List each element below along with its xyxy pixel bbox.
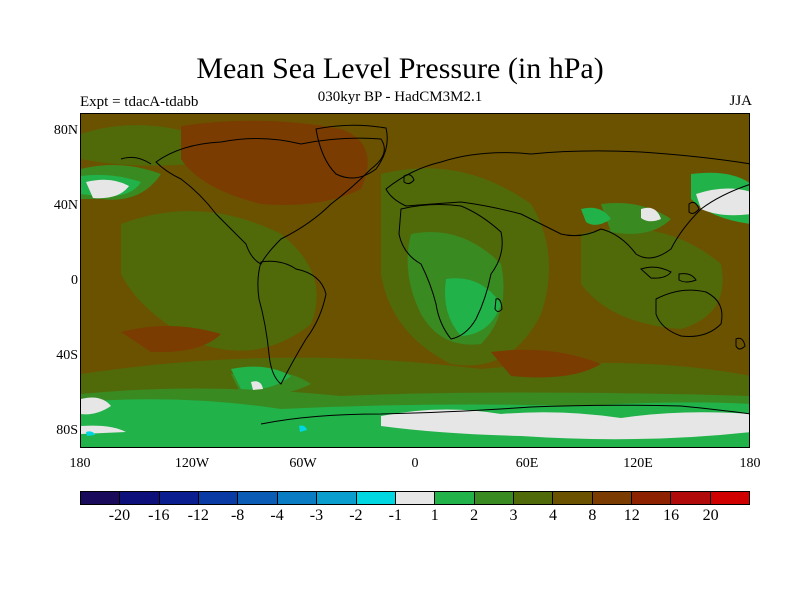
colorbar-swatch [277, 492, 318, 504]
pressure-field [81, 114, 749, 447]
colorbar-swatch [120, 492, 160, 504]
colorbar-label: -20 [108, 507, 131, 524]
colorbar-label: -1 [388, 507, 402, 524]
map-subtitle: 030kyr BP - HadCM3M2.1 [317, 89, 483, 105]
y-tick-40n: 40N [53, 198, 78, 213]
colorbar-label: -12 [187, 507, 209, 524]
colorbar-label: -4 [270, 507, 284, 524]
colorbar-label: 16 [663, 507, 680, 524]
y-tick-40s: 40S [56, 348, 78, 363]
x-tick-120e: 120E [623, 456, 653, 471]
colorbar-label: 3 [509, 507, 518, 524]
level-1-regions [81, 179, 749, 440]
colorbar-swatch [395, 492, 436, 504]
colorbar-swatch [435, 492, 475, 504]
x-tick-0: 0 [411, 456, 419, 471]
colorbar-swatch [632, 492, 672, 504]
colorbar-swatch [238, 492, 278, 504]
map-title: Mean Sea Level Pressure (in hPa) [196, 52, 604, 85]
colorbar-label: 12 [623, 507, 640, 524]
colorbar-swatch [592, 492, 633, 504]
level-8-regions [121, 120, 601, 378]
colorbar-label: -2 [349, 507, 363, 524]
experiment-label: Expt = tdacA-tdabb [80, 94, 199, 110]
colorbar-swatch [317, 492, 357, 504]
season-label: JJA [729, 93, 752, 109]
colorbar-swatch [710, 492, 750, 504]
colorbar-swatch [199, 492, 239, 504]
colorbar-label: 2 [470, 507, 479, 524]
x-tick-120w: 120W [174, 456, 210, 471]
colorbar-swatch [356, 492, 396, 504]
map-panel [80, 113, 750, 448]
coastlines [120, 124, 749, 425]
colorbar-swatch [81, 492, 121, 504]
colorbar-swatch [671, 492, 711, 504]
y-tick-80s: 80S [56, 423, 78, 438]
colorbar-swatch [474, 492, 514, 504]
colorbar-label: 4 [548, 507, 557, 524]
neg-1-regions [86, 425, 307, 436]
colorbar-label: -8 [230, 507, 245, 524]
colorbar-swatch [159, 492, 200, 504]
colorbar-label: 8 [588, 507, 597, 524]
colorbar-swatch [513, 492, 554, 504]
x-tick-180w: 180 [69, 456, 91, 471]
colorbar-label: -3 [309, 507, 324, 524]
x-tick-60e: 60E [515, 456, 539, 471]
colorbar-swatch [553, 492, 593, 504]
colorbar-label: 20 [702, 507, 719, 524]
colorbar-label: 1 [430, 507, 439, 524]
x-tick-60w: 60W [289, 456, 317, 471]
y-tick-80n: 80N [53, 123, 78, 138]
colorbar [80, 491, 750, 505]
y-tick-0: 0 [71, 273, 78, 288]
x-tick-180e: 180 [739, 456, 761, 471]
colorbar-label: -16 [148, 507, 170, 524]
